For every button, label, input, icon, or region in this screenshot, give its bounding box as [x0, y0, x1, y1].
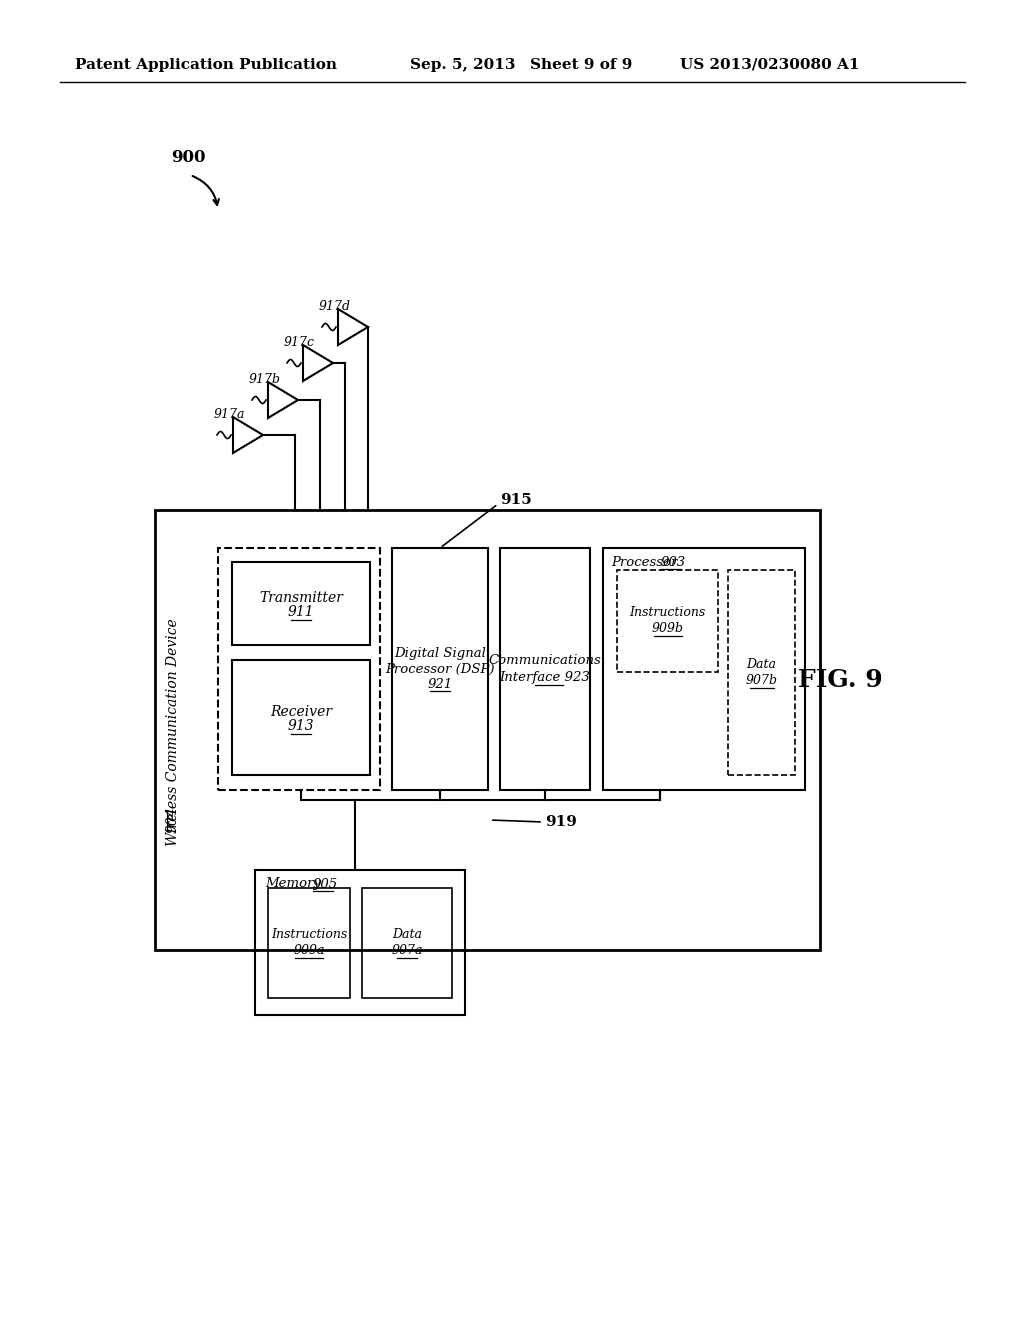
Text: 907a: 907a — [391, 945, 423, 957]
Bar — [155, 510, 820, 950]
Text: Data: Data — [392, 928, 422, 941]
Bar — [218, 548, 380, 789]
Text: 913: 913 — [288, 719, 314, 734]
FancyArrowPatch shape — [193, 176, 219, 205]
Text: 919: 919 — [545, 814, 577, 829]
Text: Processor: Processor — [611, 556, 682, 569]
Text: Patent Application Publication: Patent Application Publication — [75, 58, 337, 73]
Bar — [617, 570, 718, 672]
Text: Instructions: Instructions — [630, 606, 706, 619]
Text: 911: 911 — [288, 606, 314, 619]
Text: Instructions: Instructions — [271, 928, 347, 941]
Text: 909b: 909b — [651, 623, 683, 635]
Bar — [362, 888, 452, 998]
Text: 917c: 917c — [284, 337, 315, 348]
Text: US 2013/0230080 A1: US 2013/0230080 A1 — [680, 58, 859, 73]
Text: 921: 921 — [427, 677, 453, 690]
Text: 904: 904 — [166, 807, 180, 833]
Text: Memory: Memory — [265, 878, 326, 891]
Bar — [500, 548, 590, 789]
Text: 909a: 909a — [293, 945, 325, 957]
Text: Data: Data — [746, 657, 776, 671]
Text: 917b: 917b — [249, 374, 281, 385]
Bar — [232, 660, 370, 775]
Text: 917a: 917a — [214, 408, 246, 421]
Text: Sheet 9 of 9: Sheet 9 of 9 — [530, 58, 633, 73]
Bar — [728, 570, 795, 775]
Text: Processor (DSP): Processor (DSP) — [385, 663, 495, 676]
Text: Sep. 5, 2013: Sep. 5, 2013 — [410, 58, 515, 73]
Text: 903: 903 — [662, 556, 686, 569]
Text: 917d: 917d — [319, 300, 351, 313]
Text: 900: 900 — [171, 149, 205, 166]
Bar — [268, 888, 350, 998]
Text: 905: 905 — [313, 878, 338, 891]
Bar — [603, 548, 805, 789]
Bar — [232, 562, 370, 645]
Text: Receiver: Receiver — [270, 705, 332, 718]
Text: Interface 923: Interface 923 — [500, 671, 591, 684]
Text: Transmitter: Transmitter — [259, 590, 343, 605]
Text: Communications: Communications — [488, 655, 601, 668]
Text: FIG. 9: FIG. 9 — [798, 668, 883, 692]
Text: Digital Signal: Digital Signal — [394, 648, 486, 660]
Text: Wireless Communication Device: Wireless Communication Device — [166, 614, 180, 846]
Bar — [255, 870, 465, 1015]
Bar — [392, 548, 488, 789]
Text: 907b: 907b — [745, 675, 777, 686]
Text: 915: 915 — [500, 492, 531, 507]
